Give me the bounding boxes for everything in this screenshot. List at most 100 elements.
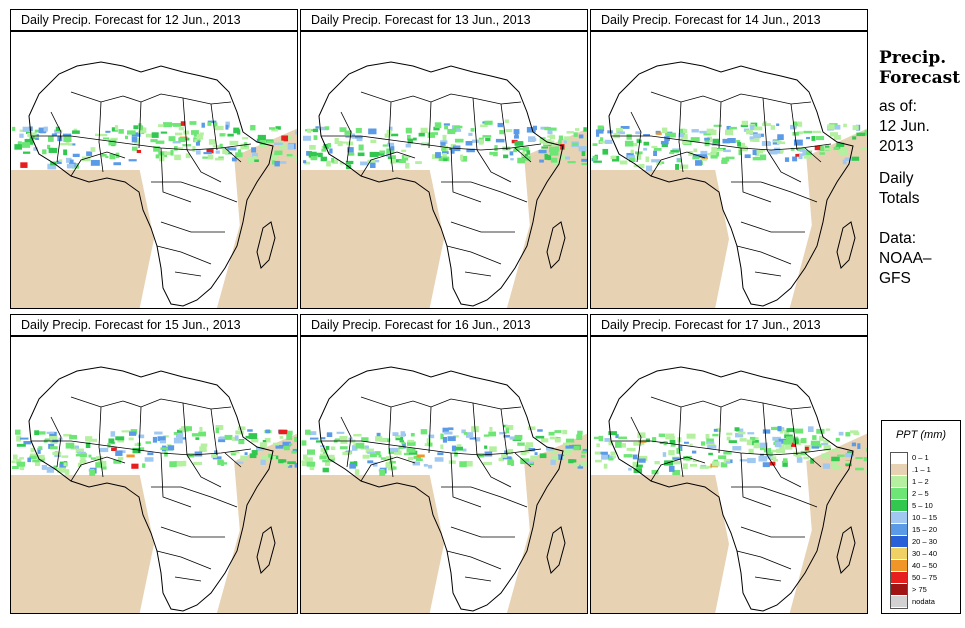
rain-cell — [849, 430, 859, 434]
precip-map — [590, 31, 868, 309]
country-border — [804, 452, 822, 468]
country-border — [224, 147, 242, 163]
rain-cell — [853, 431, 860, 436]
rain-cell — [65, 141, 70, 145]
rain-cell — [355, 442, 365, 449]
rain-cell — [639, 163, 645, 169]
rain-cell — [90, 457, 100, 460]
country-border — [388, 406, 394, 478]
rain-cell — [786, 428, 795, 433]
rain-cell — [470, 128, 475, 132]
rain-cell — [172, 140, 181, 144]
rain-cell — [212, 145, 220, 148]
rain-cell — [747, 432, 755, 435]
rain-cell — [725, 156, 735, 160]
rain-cell — [415, 161, 422, 164]
rain-cell — [394, 450, 402, 455]
rain-cell — [665, 132, 671, 136]
rain-cell — [762, 429, 771, 434]
rain-cell — [110, 137, 118, 141]
rain-cell — [753, 442, 760, 449]
rain-cell — [54, 454, 61, 458]
rain-cell — [150, 139, 158, 143]
rain-cell — [582, 448, 587, 453]
country-border — [70, 91, 232, 105]
rain-cell — [251, 450, 258, 456]
rain-cell — [749, 132, 758, 135]
rain-cell — [66, 163, 75, 169]
rain-cell — [405, 162, 410, 169]
country-border — [736, 245, 792, 265]
rain-cell — [189, 121, 197, 125]
rain-cell — [783, 439, 792, 445]
rain-cell — [236, 461, 244, 464]
rain-cell — [549, 436, 558, 440]
rain-cell — [412, 461, 421, 466]
country-border — [476, 454, 512, 488]
rain-cell — [115, 450, 123, 456]
rain-cell — [795, 452, 802, 458]
rain-cell — [41, 464, 47, 470]
rain-cell — [214, 157, 224, 161]
rain-cell — [36, 431, 46, 435]
rain-cell — [550, 157, 558, 163]
rain-cell — [401, 441, 406, 445]
rain-cell — [726, 125, 731, 131]
rain-cell — [778, 438, 787, 444]
rain-cell — [584, 137, 587, 140]
rain-cell — [147, 452, 154, 456]
rain-cell — [384, 133, 391, 138]
rain-cell — [669, 439, 676, 444]
rain-band — [591, 120, 867, 172]
rain-cell — [452, 435, 459, 438]
rain-cell — [252, 153, 258, 157]
rain-cell — [98, 461, 107, 467]
rain-cell — [443, 123, 450, 126]
country-border — [160, 147, 192, 203]
rain-cell — [615, 434, 619, 439]
rain-cell — [776, 141, 786, 145]
rain-cell — [636, 139, 642, 144]
rain-cell — [183, 130, 190, 135]
rain-cell — [114, 125, 119, 131]
rain-cell — [287, 143, 294, 150]
rain-cell — [77, 451, 87, 454]
rain-cell — [484, 445, 488, 449]
rain-cell — [47, 144, 51, 150]
rain-cell — [538, 149, 547, 154]
rain-cell — [485, 137, 491, 142]
rain-cell — [807, 426, 814, 433]
rain-cell — [233, 127, 240, 134]
as-of-label: as of: — [879, 98, 917, 115]
rain-cell — [712, 433, 719, 437]
rain-cell — [154, 431, 163, 435]
legend-title: PPT (mm) — [895, 429, 947, 441]
rain-cell — [749, 436, 756, 442]
rain-cell — [38, 446, 43, 450]
totals-line: Totals — [879, 190, 920, 207]
rain-cell — [202, 156, 209, 159]
rain-cell — [777, 134, 784, 141]
dry-indian-ocean-region — [789, 433, 867, 613]
country-border — [472, 402, 478, 456]
country-border — [174, 271, 202, 277]
country-border — [804, 147, 822, 163]
rain-cell — [852, 136, 857, 140]
rain-cell — [152, 436, 158, 443]
legend-label: 10 – 15 — [912, 513, 938, 522]
rain-cell — [382, 144, 389, 147]
rain-cell — [377, 151, 385, 156]
rain-cell — [547, 154, 552, 161]
country-border — [98, 406, 104, 478]
rain-cell — [306, 461, 316, 467]
rain-cell — [30, 447, 35, 453]
rain-cell — [461, 429, 466, 434]
rain-cell — [19, 133, 24, 138]
rain-cell — [203, 152, 212, 155]
rain-cell — [274, 160, 280, 167]
rain-cell — [594, 451, 601, 455]
rain-cell — [668, 450, 675, 456]
rain-cell — [815, 136, 825, 141]
rain-cell — [274, 152, 279, 156]
rain-cell — [812, 435, 817, 440]
